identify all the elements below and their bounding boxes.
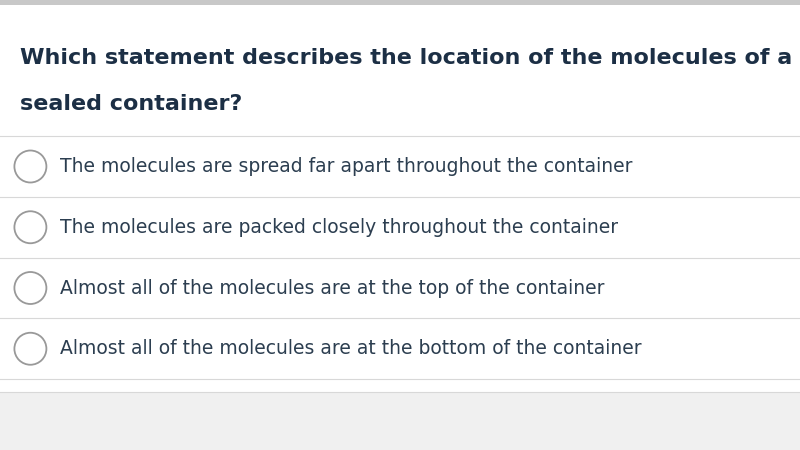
Text: Almost all of the molecules are at the bottom of the container: Almost all of the molecules are at the b… (60, 339, 642, 358)
Text: The molecules are spread far apart throughout the container: The molecules are spread far apart throu… (60, 157, 633, 176)
Bar (0, 0, 800, 5)
Text: The molecules are packed closely throughout the container: The molecules are packed closely through… (60, 218, 618, 237)
Text: Which statement describes the location of the molecules of a gas in a: Which statement describes the location o… (20, 49, 800, 68)
Bar (0, 392, 800, 450)
Text: Almost all of the molecules are at the top of the container: Almost all of the molecules are at the t… (60, 279, 605, 297)
Text: sealed container?: sealed container? (20, 94, 242, 113)
